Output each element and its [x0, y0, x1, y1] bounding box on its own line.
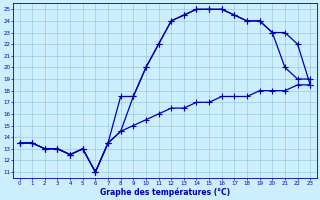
- X-axis label: Graphe des températures (°C): Graphe des températures (°C): [100, 187, 230, 197]
